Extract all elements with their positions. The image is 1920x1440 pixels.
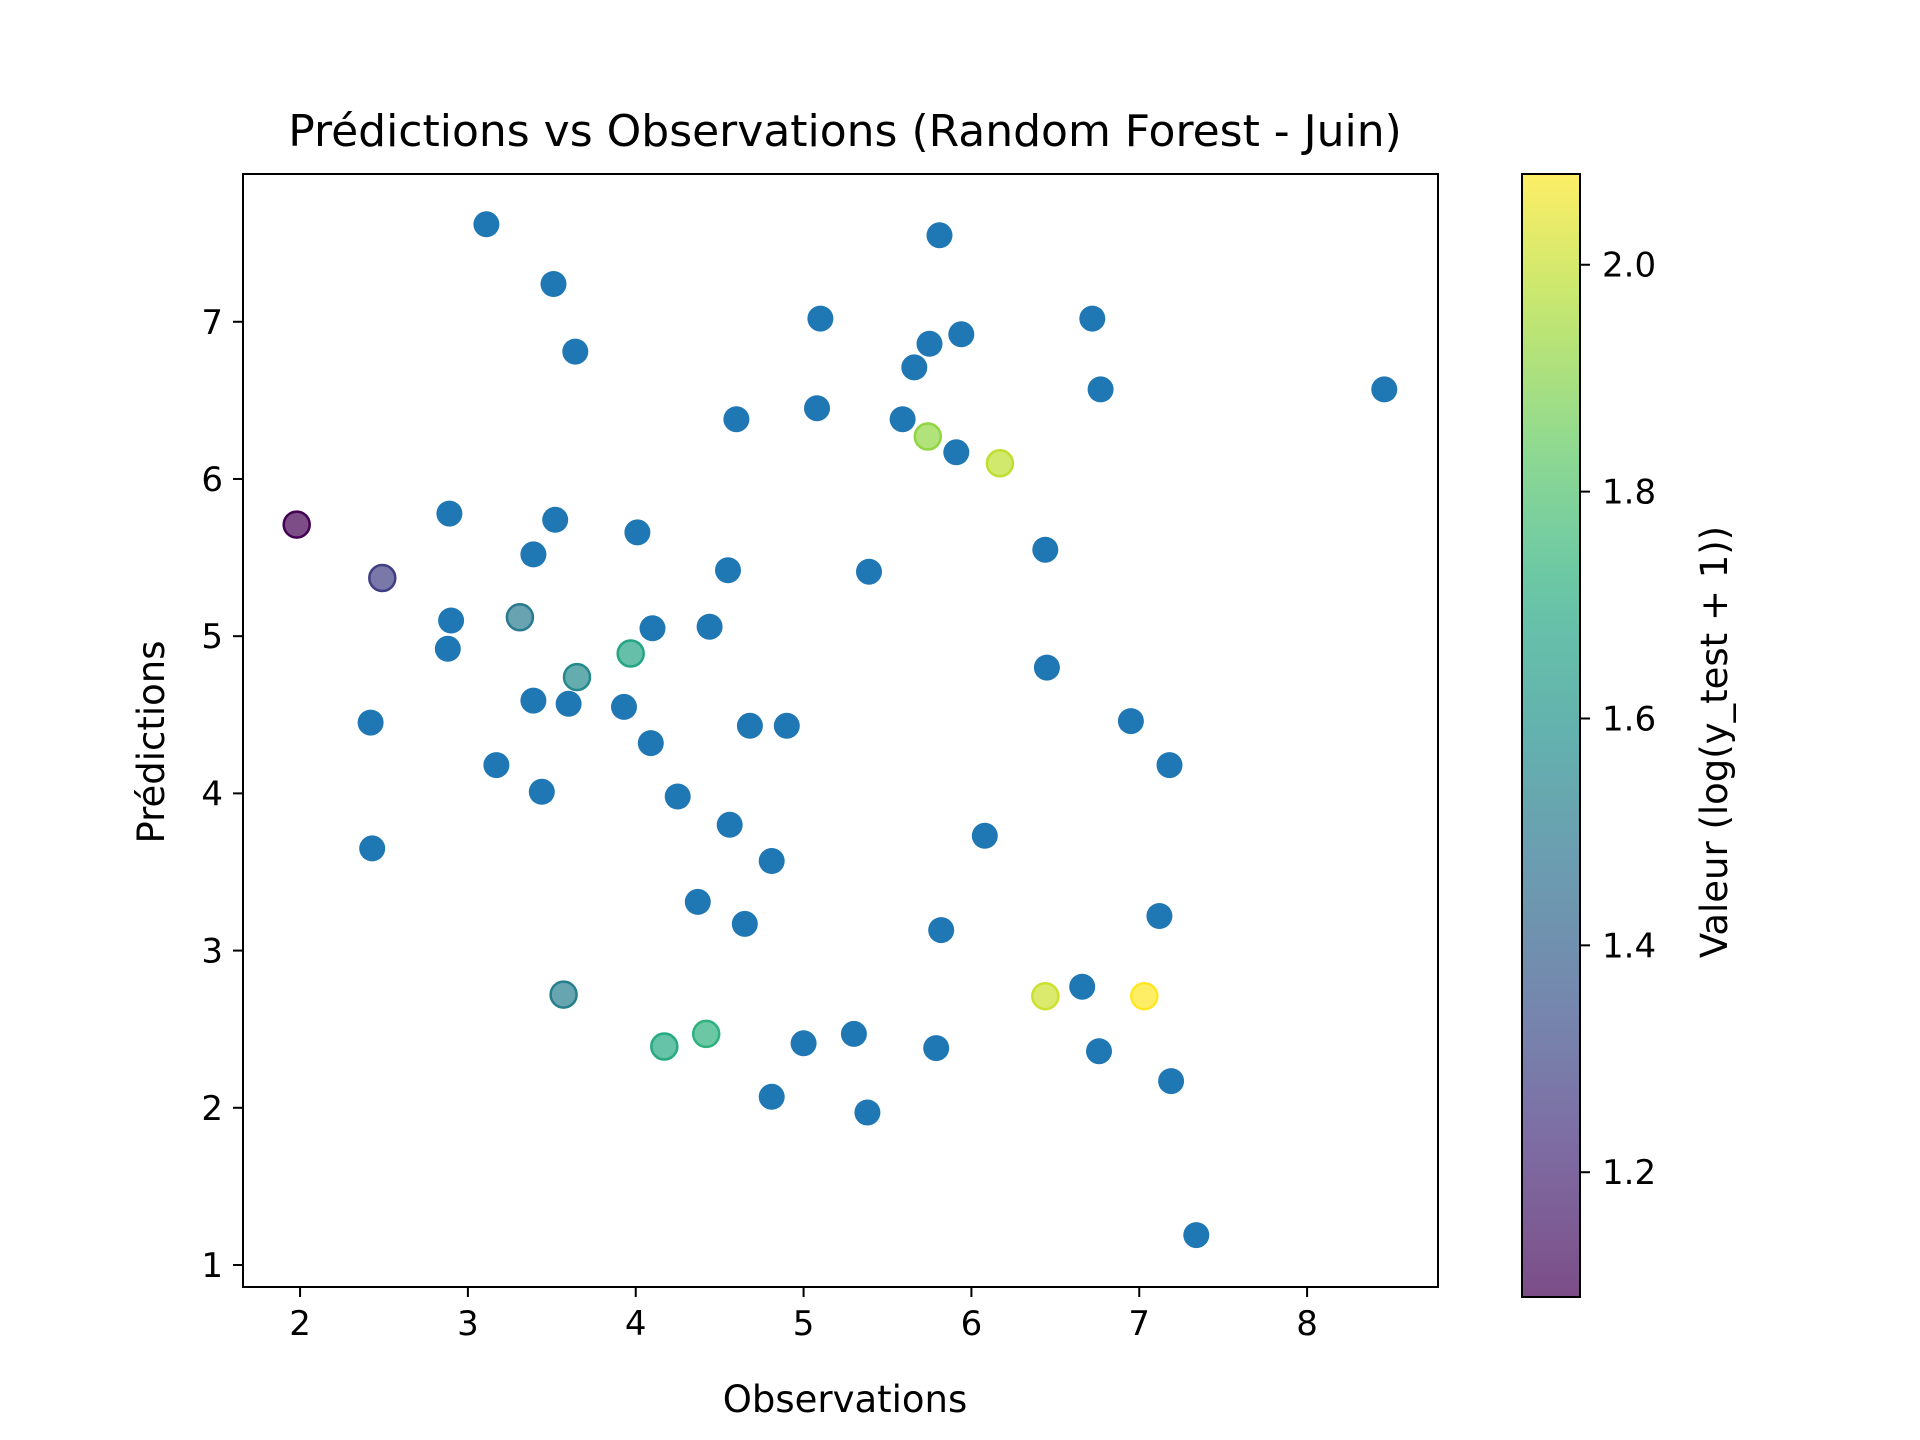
data-point bbox=[520, 541, 547, 568]
data-point-colored bbox=[505, 603, 535, 632]
data-point bbox=[436, 500, 463, 527]
data-point bbox=[520, 687, 547, 714]
data-point bbox=[1079, 305, 1106, 332]
data-point bbox=[624, 519, 651, 546]
plot-area bbox=[282, 211, 1398, 1249]
x-tick-label: 3 bbox=[457, 1304, 479, 1344]
data-point bbox=[357, 709, 384, 736]
data-point bbox=[715, 557, 741, 584]
data-point-colored bbox=[913, 422, 943, 451]
data-point bbox=[1033, 654, 1060, 681]
y-tick-label: 1 bbox=[201, 1246, 223, 1286]
data-point-colored bbox=[368, 563, 397, 593]
data-point bbox=[723, 406, 750, 433]
y-tick-label: 2 bbox=[201, 1089, 223, 1129]
data-point bbox=[889, 406, 916, 433]
data-point bbox=[1371, 376, 1398, 403]
data-point bbox=[971, 822, 998, 849]
plot-frame bbox=[242, 173, 1439, 1288]
data-point bbox=[664, 783, 691, 810]
data-point bbox=[696, 613, 723, 640]
data-point bbox=[758, 1083, 785, 1110]
data-point bbox=[1117, 708, 1144, 735]
data-point-colored bbox=[282, 510, 311, 539]
chart-title: Prédictions vs Observations (Random Fore… bbox=[288, 106, 1402, 157]
y-tick-label: 3 bbox=[201, 932, 223, 972]
data-point-colored bbox=[1130, 981, 1159, 1011]
data-point bbox=[483, 752, 510, 779]
colorbar-tick-label: 1.8 bbox=[1602, 473, 1656, 513]
data-point bbox=[916, 330, 943, 357]
axes: 2 3 4 5 6 7 8 1 2 3 4 5 6 7 bbox=[201, 173, 1439, 1344]
x-tick-label: 4 bbox=[625, 1304, 647, 1344]
data-point bbox=[840, 1020, 867, 1047]
data-point bbox=[1086, 1038, 1112, 1065]
data-point bbox=[528, 778, 555, 805]
data-point bbox=[359, 835, 386, 862]
data-point bbox=[928, 917, 955, 944]
data-point-colored bbox=[616, 639, 645, 668]
x-tick-label: 7 bbox=[1128, 1304, 1150, 1344]
data-point bbox=[943, 439, 970, 466]
x-tick-label: 6 bbox=[961, 1304, 983, 1344]
colorbar-tick-label: 1.2 bbox=[1602, 1153, 1656, 1193]
data-point bbox=[434, 635, 461, 662]
colorbar-frame bbox=[1521, 173, 1581, 1298]
data-point-colored bbox=[985, 449, 1015, 478]
data-point bbox=[773, 712, 800, 739]
y-tick-label: 5 bbox=[201, 617, 223, 657]
data-point bbox=[758, 848, 785, 874]
data-point bbox=[611, 693, 637, 720]
colorbar-gradient bbox=[1522, 174, 1580, 1297]
data-point bbox=[555, 690, 582, 717]
data-point bbox=[562, 338, 589, 365]
y-tick-label: 4 bbox=[201, 774, 223, 814]
data-point bbox=[639, 615, 666, 642]
data-point-colored bbox=[650, 1032, 679, 1061]
data-point bbox=[854, 1099, 881, 1126]
data-point bbox=[923, 1035, 950, 1062]
data-point bbox=[716, 811, 743, 838]
data-point bbox=[1156, 752, 1183, 779]
data-point bbox=[637, 730, 664, 757]
x-axis-title: Observations bbox=[723, 1378, 968, 1421]
data-point bbox=[1087, 376, 1114, 403]
data-point bbox=[1032, 536, 1059, 563]
data-point bbox=[901, 354, 928, 381]
x-tick-label: 2 bbox=[289, 1304, 311, 1344]
data-point-colored bbox=[1031, 981, 1060, 1011]
data-point-colored bbox=[562, 662, 592, 692]
colorbar-tick-label: 1.4 bbox=[1602, 926, 1656, 966]
data-point bbox=[473, 211, 500, 238]
data-point bbox=[684, 888, 711, 915]
data-point bbox=[1069, 973, 1096, 1000]
data-point bbox=[1158, 1068, 1185, 1095]
data-point bbox=[807, 305, 834, 332]
y-tick-label: 7 bbox=[201, 303, 223, 343]
colorbar-label: Valeur (log(y_test + 1)) bbox=[1693, 526, 1736, 958]
y-tick-label: 6 bbox=[201, 460, 223, 500]
data-point bbox=[804, 395, 830, 422]
data-point bbox=[790, 1030, 817, 1057]
data-point bbox=[438, 607, 465, 634]
data-point bbox=[542, 506, 569, 533]
data-point bbox=[731, 910, 758, 937]
colorbar: 1.2 1.4 1.6 1.8 2.0 bbox=[1521, 173, 1656, 1298]
x-tick-label: 5 bbox=[793, 1304, 815, 1344]
x-tick-label: 8 bbox=[1296, 1304, 1318, 1344]
data-point-colored bbox=[691, 1019, 721, 1049]
data-point bbox=[926, 222, 953, 249]
data-point bbox=[736, 712, 763, 739]
data-point bbox=[1146, 903, 1173, 929]
colorbar-tick-label: 1.6 bbox=[1602, 699, 1656, 739]
data-point bbox=[948, 321, 975, 348]
colorbar-tick-label: 2.0 bbox=[1602, 246, 1656, 286]
data-point bbox=[856, 558, 882, 585]
y-axis-title: Prédictions bbox=[130, 640, 173, 843]
data-point bbox=[540, 271, 567, 297]
data-point-colored bbox=[549, 980, 578, 1009]
data-point bbox=[1183, 1222, 1210, 1249]
